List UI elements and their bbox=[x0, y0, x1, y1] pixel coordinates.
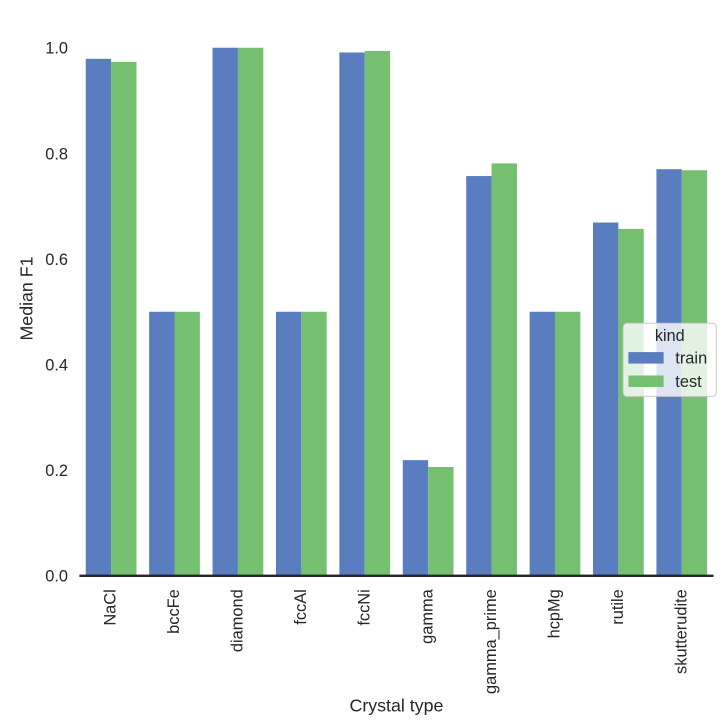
bar-train-gamma bbox=[402, 460, 429, 577]
bar-test-gamma bbox=[428, 467, 454, 577]
x-tick-label-skutterudite: skutterudite bbox=[672, 589, 690, 674]
bar-train-NaCl bbox=[85, 58, 112, 577]
bar-test-bccFe bbox=[174, 311, 200, 577]
bar-train-fccAl bbox=[275, 311, 302, 577]
x-tick-label-rutile: rutile bbox=[609, 589, 627, 625]
bar-train-gamma_prime bbox=[466, 176, 492, 577]
x-tick-labels: NaCl bccFe diamond fccAl fccNi gamma gamma_pri… bbox=[102, 588, 691, 694]
x-tick-label-fccAl: fccAl bbox=[292, 589, 310, 625]
bar-test-rutile bbox=[618, 228, 644, 578]
y-tick-label-0.6: 0.6 bbox=[45, 251, 68, 269]
x-axis-label: Crystal type bbox=[350, 696, 444, 716]
y-tick-labels: 0.0 0.2 0.4 0.6 0.8 1.0 bbox=[45, 40, 68, 586]
bar-test-diamond bbox=[237, 47, 264, 578]
x-tick-label-NaCl: NaCl bbox=[102, 589, 120, 625]
legend: kind train test bbox=[622, 322, 717, 397]
legend-label-train: train bbox=[675, 350, 707, 368]
x-tick-label-diamond: diamond bbox=[229, 589, 247, 652]
bar-test-NaCl bbox=[111, 62, 137, 577]
y-tick-label-0.2: 0.2 bbox=[45, 462, 68, 480]
x-tick-label-bccFe: bccFe bbox=[165, 589, 183, 634]
bar-test-hcpMg bbox=[554, 311, 581, 577]
legend-label-test: test bbox=[675, 373, 702, 391]
bars-layer bbox=[85, 47, 708, 578]
x-axis-line bbox=[79, 574, 714, 577]
y-axis-label: Median F1 bbox=[16, 256, 36, 340]
bar-test-fccNi bbox=[364, 50, 391, 578]
y-tick-label-0.4: 0.4 bbox=[45, 356, 68, 374]
bar-train-hcpMg bbox=[529, 311, 555, 577]
bar-train-fccNi bbox=[339, 52, 365, 578]
legend-title: kind bbox=[655, 327, 685, 345]
x-tick-label-gamma: gamma bbox=[419, 588, 437, 644]
bar-train-bccFe bbox=[149, 311, 175, 577]
y-tick-label-0.8: 0.8 bbox=[45, 145, 68, 163]
x-tick-label-fccNi: fccNi bbox=[355, 589, 373, 625]
legend-items: train test bbox=[628, 350, 707, 391]
y-tick-label-0.0: 0.0 bbox=[45, 568, 68, 586]
bar-train-diamond bbox=[212, 47, 238, 578]
y-tick-label-1.0: 1.0 bbox=[45, 40, 68, 58]
bar-test-fccAl bbox=[301, 311, 327, 577]
legend-swatch-test bbox=[628, 375, 664, 387]
x-tick-label-gamma_prime: gamma_prime bbox=[482, 589, 500, 694]
x-tick-label-hcpMg: hcpMg bbox=[546, 589, 564, 638]
bar-test-gamma_prime bbox=[491, 163, 517, 577]
bar-train-rutile bbox=[593, 222, 619, 577]
legend-swatch-train bbox=[628, 352, 664, 364]
